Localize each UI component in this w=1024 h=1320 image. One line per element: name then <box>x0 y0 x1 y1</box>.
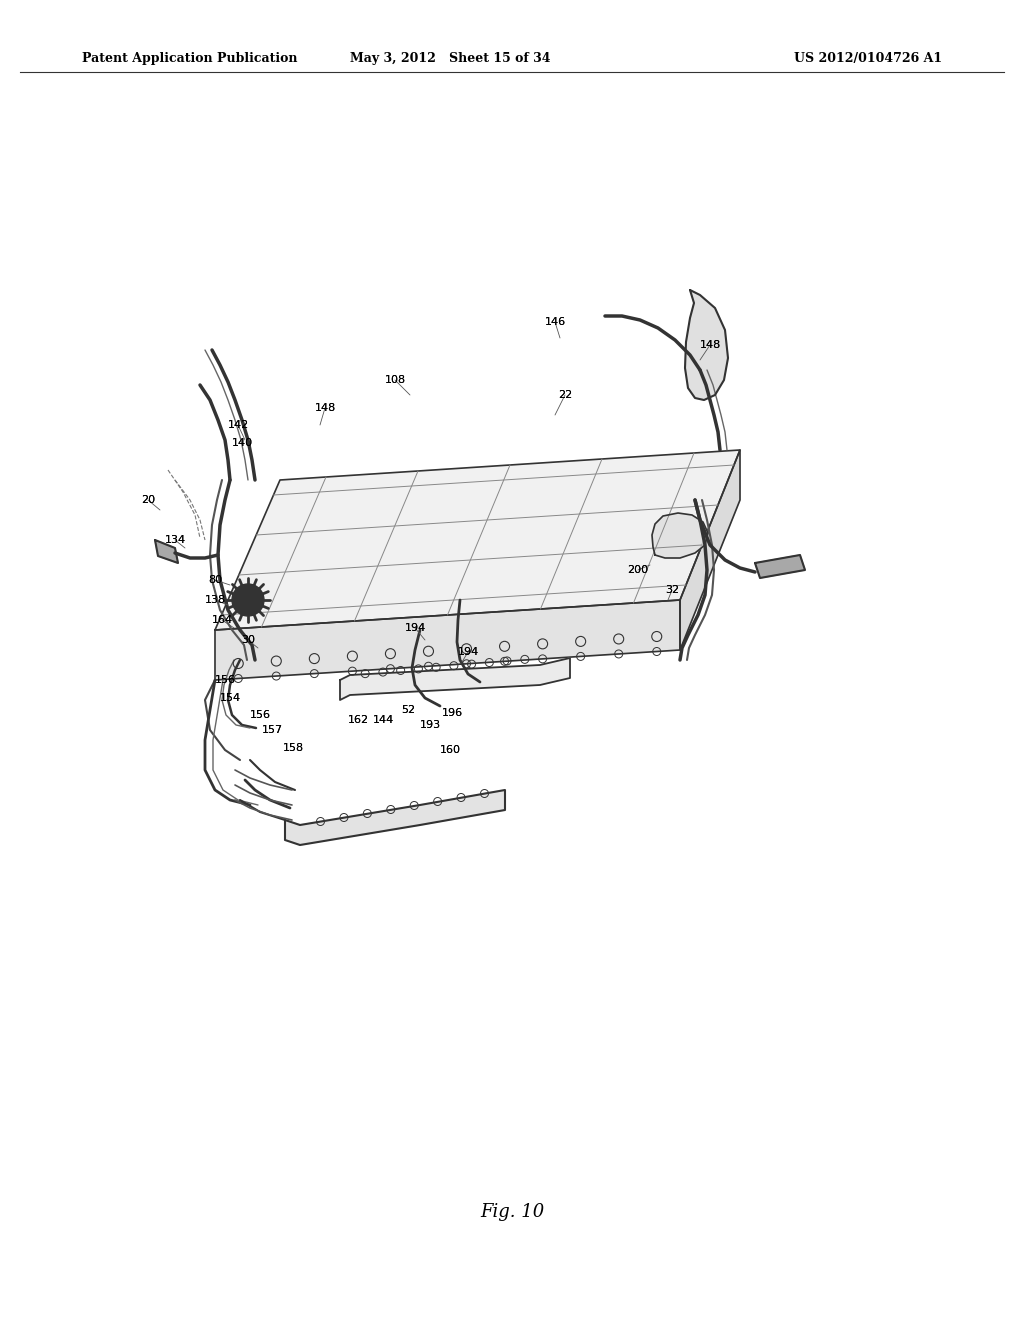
Text: 140: 140 <box>231 438 253 447</box>
Text: 194: 194 <box>458 647 478 657</box>
Text: 108: 108 <box>384 375 406 385</box>
Polygon shape <box>285 789 505 845</box>
Text: 52: 52 <box>401 705 415 715</box>
Text: 20: 20 <box>141 495 155 506</box>
Text: 30: 30 <box>241 635 255 645</box>
Text: US 2012/0104726 A1: US 2012/0104726 A1 <box>794 53 942 65</box>
Text: 193: 193 <box>420 719 440 730</box>
Text: 158: 158 <box>283 743 303 752</box>
Text: Patent Application Publication: Patent Application Publication <box>82 53 297 65</box>
Text: 157: 157 <box>261 725 283 735</box>
Text: 162: 162 <box>347 715 369 725</box>
Text: 148: 148 <box>314 403 336 413</box>
Text: 157: 157 <box>261 725 283 735</box>
Polygon shape <box>680 450 740 649</box>
Text: 30: 30 <box>241 635 255 645</box>
Text: 160: 160 <box>439 744 461 755</box>
Text: 156: 156 <box>214 675 236 685</box>
Text: 162: 162 <box>347 715 369 725</box>
Text: 196: 196 <box>441 708 463 718</box>
Text: 148: 148 <box>314 403 336 413</box>
Polygon shape <box>215 601 680 680</box>
Text: 160: 160 <box>439 744 461 755</box>
Text: 108: 108 <box>384 375 406 385</box>
Circle shape <box>239 591 257 609</box>
Text: 194: 194 <box>404 623 426 634</box>
Text: 138: 138 <box>205 595 225 605</box>
Text: 194: 194 <box>404 623 426 634</box>
Text: 154: 154 <box>219 693 241 704</box>
Text: 164: 164 <box>211 615 232 624</box>
Text: 22: 22 <box>558 389 572 400</box>
Text: 22: 22 <box>558 389 572 400</box>
Text: 142: 142 <box>227 420 249 430</box>
Text: 146: 146 <box>545 317 565 327</box>
Text: 32: 32 <box>665 585 679 595</box>
Circle shape <box>232 583 264 616</box>
Polygon shape <box>155 540 178 564</box>
Text: 156: 156 <box>214 675 236 685</box>
Text: 196: 196 <box>441 708 463 718</box>
Text: Fig. 10: Fig. 10 <box>480 1203 544 1221</box>
Text: 144: 144 <box>373 715 393 725</box>
Text: May 3, 2012   Sheet 15 of 34: May 3, 2012 Sheet 15 of 34 <box>350 53 551 65</box>
Text: 194: 194 <box>458 647 478 657</box>
Text: 148: 148 <box>699 341 721 350</box>
Text: 80: 80 <box>208 576 222 585</box>
Text: 164: 164 <box>211 615 232 624</box>
Text: 148: 148 <box>699 341 721 350</box>
Text: 200: 200 <box>628 565 648 576</box>
Text: 200: 200 <box>628 565 648 576</box>
Text: 20: 20 <box>141 495 155 506</box>
Text: 80: 80 <box>208 576 222 585</box>
Text: 146: 146 <box>545 317 565 327</box>
Text: 158: 158 <box>283 743 303 752</box>
Text: 134: 134 <box>165 535 185 545</box>
Text: 144: 144 <box>373 715 393 725</box>
Text: 156: 156 <box>250 710 270 719</box>
Text: 142: 142 <box>227 420 249 430</box>
Text: 134: 134 <box>165 535 185 545</box>
Polygon shape <box>755 554 805 578</box>
Text: 156: 156 <box>250 710 270 719</box>
Polygon shape <box>340 657 570 700</box>
Polygon shape <box>215 450 740 630</box>
Text: 140: 140 <box>231 438 253 447</box>
Text: 193: 193 <box>420 719 440 730</box>
Text: 154: 154 <box>219 693 241 704</box>
Polygon shape <box>652 513 708 558</box>
Text: 138: 138 <box>205 595 225 605</box>
Text: 52: 52 <box>401 705 415 715</box>
Polygon shape <box>685 290 728 400</box>
Text: 32: 32 <box>665 585 679 595</box>
